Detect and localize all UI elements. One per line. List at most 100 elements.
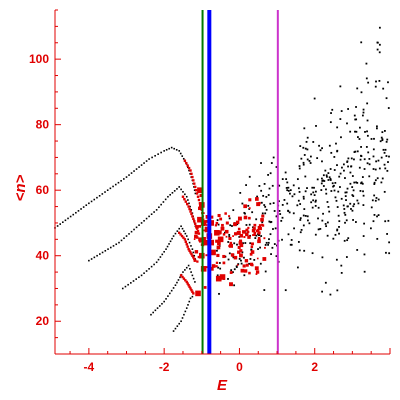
data-point bbox=[321, 290, 324, 293]
curve-point bbox=[192, 251, 195, 254]
data-point bbox=[287, 186, 290, 189]
curve-point bbox=[114, 183, 117, 186]
data-point bbox=[216, 219, 219, 221]
data-point bbox=[388, 252, 391, 255]
data-point bbox=[299, 219, 302, 221]
data-point bbox=[344, 195, 347, 198]
data-point bbox=[304, 175, 307, 178]
curve-point bbox=[176, 230, 179, 232]
data-point bbox=[370, 138, 373, 140]
curve-point bbox=[143, 219, 145, 222]
curve-point bbox=[172, 235, 175, 237]
data-point bbox=[339, 85, 342, 88]
data-point bbox=[355, 130, 358, 133]
data-point bbox=[272, 202, 275, 205]
red-point bbox=[229, 243, 233, 248]
red-point bbox=[217, 213, 221, 218]
data-point bbox=[353, 114, 356, 117]
y-tick-label: 100 bbox=[29, 52, 49, 66]
data-point bbox=[385, 97, 388, 100]
data-point bbox=[345, 219, 348, 222]
y-tick-label: 40 bbox=[36, 249, 50, 263]
data-point bbox=[338, 220, 341, 223]
red-point bbox=[220, 226, 225, 231]
red-point bbox=[192, 217, 195, 221]
data-point bbox=[355, 221, 357, 223]
data-point bbox=[263, 183, 266, 185]
data-point bbox=[373, 183, 376, 185]
red-point bbox=[203, 229, 206, 232]
data-point bbox=[278, 210, 281, 212]
curve-point bbox=[133, 228, 135, 231]
data-point bbox=[321, 180, 324, 182]
data-point bbox=[284, 171, 287, 174]
data-point bbox=[248, 223, 251, 226]
data-point bbox=[349, 130, 352, 133]
red-point bbox=[239, 233, 244, 238]
data-point bbox=[287, 210, 290, 212]
data-point bbox=[261, 212, 264, 215]
data-point bbox=[259, 262, 262, 265]
data-point bbox=[298, 191, 301, 193]
axes: -4 -2 0 2 20 40 60 80 100 bbox=[29, 9, 391, 374]
data-point bbox=[312, 191, 315, 194]
data-point bbox=[322, 185, 325, 187]
curve-point bbox=[138, 224, 140, 226]
data-point bbox=[385, 140, 388, 143]
curve-point bbox=[155, 209, 158, 211]
curve-point bbox=[104, 191, 106, 193]
red-point bbox=[249, 252, 253, 256]
data-point bbox=[306, 136, 309, 139]
red-point bbox=[247, 230, 250, 234]
curve-point bbox=[187, 238, 189, 241]
data-point bbox=[230, 269, 233, 272]
red-point bbox=[186, 202, 189, 206]
data-point bbox=[384, 148, 387, 151]
data-point bbox=[351, 194, 354, 196]
red-point bbox=[205, 219, 209, 223]
data-point bbox=[339, 172, 342, 175]
x-tick-label: -4 bbox=[84, 360, 95, 374]
curve-point bbox=[181, 227, 184, 230]
red-point bbox=[197, 198, 201, 202]
data-point bbox=[304, 214, 307, 217]
data-point bbox=[238, 257, 241, 260]
data-point bbox=[347, 205, 349, 208]
red-point bbox=[186, 245, 189, 248]
curve-point bbox=[153, 211, 155, 213]
curve-point bbox=[121, 287, 124, 290]
data-point bbox=[328, 144, 331, 147]
data-point bbox=[361, 176, 364, 178]
curve-point bbox=[143, 272, 145, 274]
data-point bbox=[245, 224, 248, 226]
red-point bbox=[195, 227, 199, 230]
data-point bbox=[304, 147, 307, 150]
curve-point bbox=[183, 313, 185, 316]
red-point bbox=[228, 215, 231, 218]
curve-point bbox=[101, 251, 104, 254]
data-point bbox=[378, 51, 381, 54]
data-point bbox=[278, 200, 280, 203]
red-point bbox=[187, 205, 190, 208]
red-point bbox=[196, 260, 199, 263]
red-point bbox=[211, 264, 216, 268]
data-point bbox=[365, 146, 368, 148]
data-point bbox=[339, 186, 341, 188]
red-point bbox=[205, 224, 208, 226]
plot-area bbox=[54, 10, 391, 354]
curve-point bbox=[172, 330, 175, 332]
data-point bbox=[270, 162, 273, 164]
red-point bbox=[225, 221, 229, 225]
data-point bbox=[332, 185, 334, 188]
curve-point bbox=[150, 313, 152, 316]
data-point bbox=[363, 253, 366, 256]
data-point bbox=[302, 214, 305, 217]
data-point bbox=[300, 229, 303, 231]
curve-point bbox=[101, 193, 104, 195]
curve-point bbox=[165, 148, 168, 151]
red-point bbox=[189, 169, 192, 172]
red-point bbox=[252, 234, 255, 237]
data-point bbox=[219, 267, 222, 270]
data-point bbox=[302, 146, 305, 149]
curve-point bbox=[135, 168, 138, 170]
